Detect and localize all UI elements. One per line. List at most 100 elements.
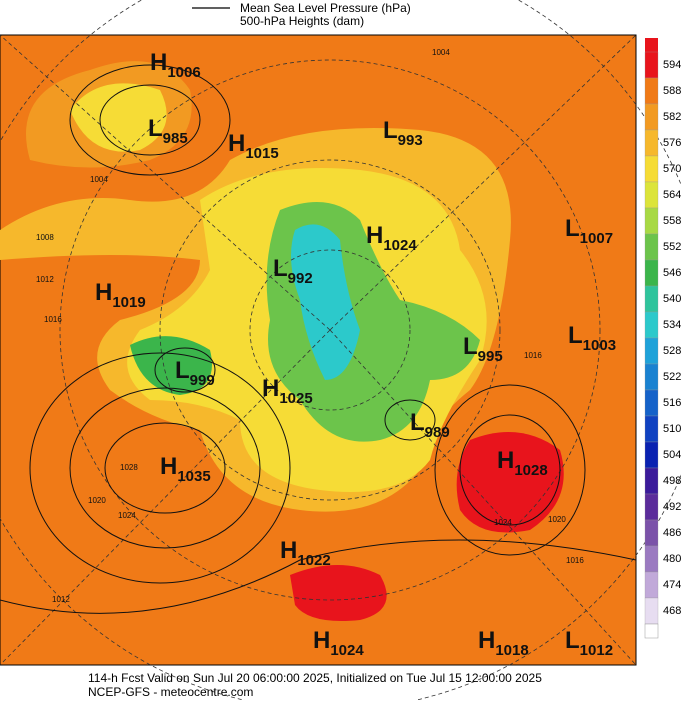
- center-letter: H: [478, 627, 495, 654]
- center-letter: H: [95, 279, 112, 306]
- center-value: 985: [163, 130, 188, 147]
- center-letter: L: [148, 115, 163, 142]
- center-value: 1003: [583, 337, 616, 354]
- center-value: 1025: [279, 390, 312, 407]
- pressure-center: L993: [383, 117, 423, 149]
- colorbar-label: 510: [663, 423, 681, 435]
- colorbar-label: 522: [663, 371, 681, 383]
- colorbar-segment: [644, 181, 659, 209]
- isobar-label: 1016: [524, 351, 542, 360]
- colorbar-label: 558: [663, 215, 681, 227]
- legend-mslp: Mean Sea Level Pressure (hPa): [240, 1, 411, 15]
- pressure-center: L999: [175, 357, 215, 389]
- isobar-label: 1004: [432, 48, 450, 57]
- footer-valid: 114-h Fcst Valid on Sun Jul 20 06:00:00 …: [88, 671, 542, 685]
- center-value: 1019: [112, 294, 145, 311]
- colorbar-segment: [644, 311, 659, 339]
- colorbar-segment: [644, 571, 659, 599]
- colorbar-segment: [644, 597, 659, 625]
- center-value: 1018: [495, 642, 528, 659]
- pressure-center: H1006: [150, 49, 201, 81]
- isobar-label: 1012: [52, 595, 70, 604]
- center-letter: L: [568, 322, 583, 349]
- isobar-label: 1020: [88, 496, 106, 505]
- pressure-center: L995: [463, 333, 503, 365]
- colorbar-segment: [644, 77, 659, 105]
- colorbar-label: 588: [663, 85, 681, 97]
- colorbar-label: 480: [663, 553, 681, 565]
- center-value: 999: [190, 372, 215, 389]
- center-value: 1024: [330, 642, 364, 659]
- center-value: 1007: [580, 230, 613, 247]
- colorbar-label: 474: [663, 579, 681, 591]
- colorbar-segment: [644, 233, 659, 261]
- isobar-label: 1004: [90, 175, 108, 184]
- pressure-center: L1003: [568, 322, 616, 354]
- colorbar-segment: [644, 129, 659, 157]
- center-value: 1015: [245, 145, 278, 162]
- center-letter: H: [366, 222, 383, 249]
- center-value: 992: [288, 270, 313, 287]
- center-value: 1012: [580, 642, 613, 659]
- center-value: 1006: [167, 64, 200, 81]
- isobar-label: 1020: [548, 515, 566, 524]
- colorbar-label: 594: [663, 59, 681, 71]
- colorbar-segment: [644, 155, 659, 183]
- center-letter: H: [160, 453, 177, 480]
- colorbar-segment: [644, 207, 659, 235]
- colorbar-label: 492: [663, 501, 681, 513]
- colorbar-segment: [644, 389, 659, 417]
- isobar-label: 1008: [36, 233, 54, 242]
- colorbar-segment: [644, 103, 659, 131]
- center-value: 1022: [297, 552, 330, 569]
- colorbar-segment: [644, 441, 659, 469]
- colorbar-label: 570: [663, 163, 681, 175]
- isobars: [0, 64, 637, 614]
- pressure-center: H1024: [313, 627, 364, 659]
- pressure-center: L1012: [565, 627, 613, 659]
- pressure-center: H1024: [366, 222, 417, 254]
- colorbar-label: 516: [663, 397, 681, 409]
- center-value: 989: [425, 424, 450, 441]
- colorbar: 594 588 582 576 570 564 558 552 546 540 534 528 522 5…: [644, 38, 681, 639]
- pressure-center: L989: [410, 409, 450, 441]
- colorbar-label: 486: [663, 527, 681, 539]
- pressure-center: H1028: [497, 447, 548, 479]
- pressure-center: H1025: [262, 375, 313, 407]
- colorbar-label: 468: [663, 605, 681, 617]
- isobar-label: 1024: [118, 511, 136, 520]
- isobar-label: 1012: [36, 275, 54, 284]
- center-letter: L: [565, 627, 580, 654]
- center-letter: H: [228, 130, 245, 157]
- pressure-center: H1018: [478, 627, 529, 659]
- center-letter: H: [262, 375, 279, 402]
- colorbar-segment: [644, 467, 659, 495]
- colorbar-label: 564: [663, 189, 681, 201]
- pressure-center: H1035: [160, 453, 211, 485]
- center-letter: L: [410, 409, 425, 436]
- center-letter: H: [280, 537, 297, 564]
- shade: [456, 432, 564, 533]
- center-letter: H: [497, 447, 514, 474]
- colorbar-label: 498: [663, 475, 681, 487]
- isobar-label: 1024: [494, 518, 512, 527]
- colorbar-segment: [644, 285, 659, 313]
- center-value: 995: [478, 348, 503, 365]
- colorbar-segment: [644, 51, 659, 79]
- colorbar-segment: [644, 493, 659, 521]
- colorbar-segment: [644, 545, 659, 573]
- colorbar-segment: [644, 415, 659, 443]
- colorbar-label: 552: [663, 241, 681, 253]
- center-letter: L: [463, 333, 478, 360]
- colorbar-label: 528: [663, 345, 681, 357]
- center-value: 1028: [514, 462, 547, 479]
- pressure-center: L992: [273, 255, 313, 287]
- center-letter: L: [565, 215, 580, 242]
- colorbar-segment: [644, 337, 659, 365]
- pressure-center: L1007: [565, 215, 613, 247]
- colorbar-label: 534: [663, 319, 681, 331]
- pressure-center: H1019: [95, 279, 146, 311]
- center-letter: H: [150, 49, 167, 76]
